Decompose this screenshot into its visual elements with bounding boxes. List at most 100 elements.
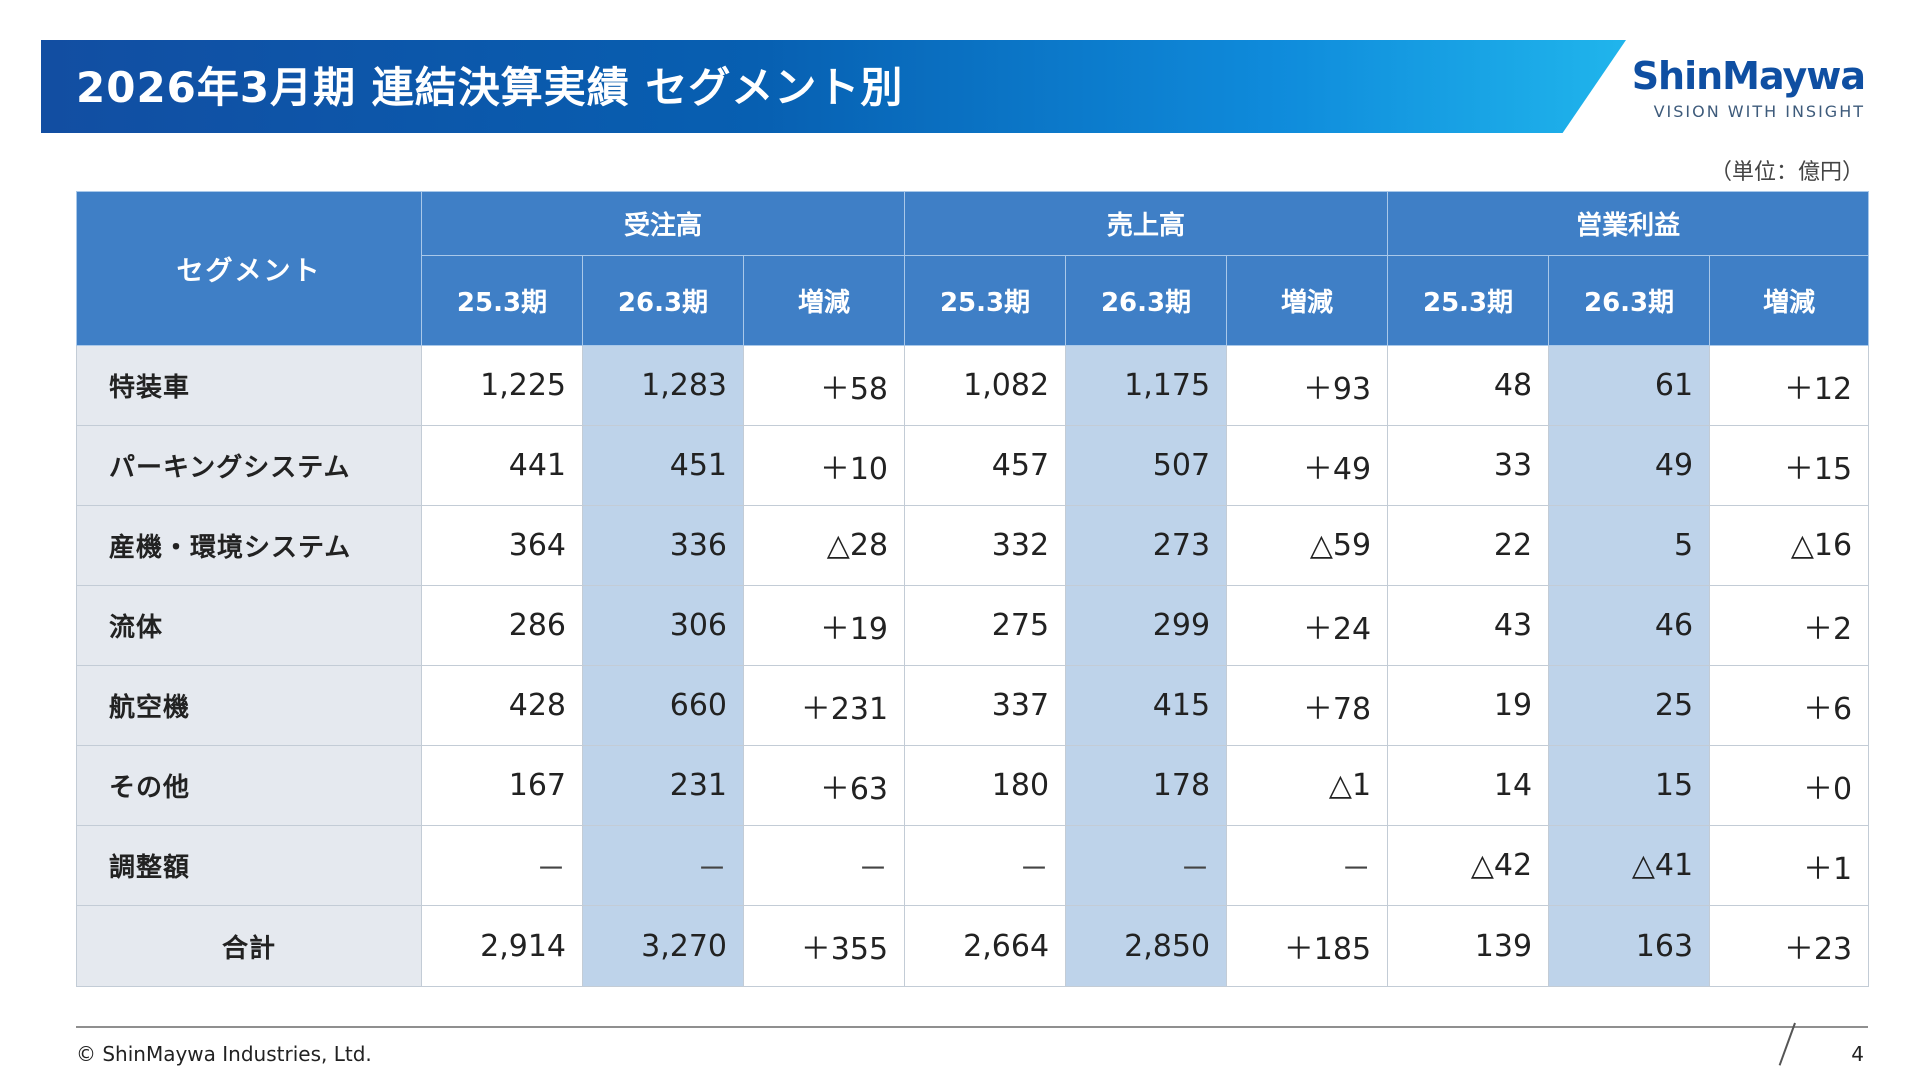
orders-prior-value: 286 [421, 585, 583, 666]
orders-current-value: － [582, 825, 744, 906]
orders-change-value: － [742, 825, 906, 906]
table-row: 調整額 － － － － － － △42 △41 ＋1 [76, 825, 1870, 906]
sales-prior-value: 180 [904, 745, 1067, 826]
orders-change-value: ＋19 [742, 585, 906, 666]
profit-current-value: 46 [1548, 585, 1711, 666]
table-row: 流体 286 306 ＋19 275 299 ＋24 43 46 ＋2 [76, 585, 1870, 666]
profit-change-value: ＋0 [1709, 745, 1870, 826]
profit-change-header: 増減 [1709, 255, 1870, 346]
orders-current-value: 1,283 [582, 345, 744, 426]
sales-prior-value: 1,082 [904, 345, 1067, 426]
sales-prior-value: 457 [904, 425, 1067, 506]
sales-prior-value: － [904, 825, 1067, 906]
sales-prior-value: 332 [904, 505, 1067, 586]
profit-change-value: ＋2 [1709, 585, 1870, 666]
orders-current-value: 336 [582, 505, 744, 586]
orders-current-value: 306 [582, 585, 744, 666]
orders-change-value: ＋63 [742, 745, 906, 826]
sales-prior-value: 2,664 [904, 905, 1067, 987]
sales-change-header: 増減 [1226, 255, 1389, 346]
segment-label: パーキングシステム [76, 425, 422, 506]
table-group-header-row: セグメント 受注高 売上高 営業利益 [76, 191, 1870, 346]
sales-change-value: ＋49 [1226, 425, 1389, 506]
copyright-text: © ShinMaywa Industries, Ltd. [76, 1042, 372, 1066]
sales-current-value: 299 [1065, 585, 1228, 666]
sales-change-value: － [1226, 825, 1389, 906]
sales-current-value: 273 [1065, 505, 1228, 586]
profit-prior-value: 48 [1387, 345, 1550, 426]
segment-label: 調整額 [76, 825, 422, 906]
sales-prior-value: 337 [904, 665, 1067, 746]
sales-prior-period-header: 25.3期 [904, 255, 1067, 346]
sales-current-value: 1,175 [1065, 345, 1228, 426]
segment-label: 産機・環境システム [76, 505, 422, 586]
page-title: 2026年3月期 連結決算実績 セグメント別 [76, 63, 904, 112]
orders-change-value: ＋355 [742, 905, 906, 987]
orders-current-period-header: 26.3期 [582, 255, 744, 346]
table-row: その他 167 231 ＋63 180 178 △1 14 15 ＋0 [76, 745, 1870, 826]
profit-current-value: 49 [1548, 425, 1711, 506]
orders-current-value: 451 [582, 425, 744, 506]
sales-change-value: ＋24 [1226, 585, 1389, 666]
page-number: 4 [1851, 1042, 1864, 1066]
profit-prior-value: 22 [1387, 505, 1550, 586]
profit-current-value: 61 [1548, 345, 1711, 426]
orders-prior-value: 1,225 [421, 345, 583, 426]
sales-change-value: △59 [1226, 505, 1389, 586]
segment-results-table: セグメント 受注高 売上高 営業利益 25.3期 26.3期 増減 25.3期 … [76, 191, 1870, 987]
profit-current-period-header: 26.3期 [1548, 255, 1711, 346]
table-body: 特装車 1,225 1,283 ＋58 1,082 1,175 ＋93 48 6… [76, 345, 1870, 987]
footer-divider [76, 1026, 1868, 1028]
footer-slash-mark [1778, 1022, 1796, 1066]
segment-label: 流体 [76, 585, 422, 666]
title-banner [41, 40, 1626, 133]
total-label: 合計 [76, 905, 422, 987]
segment-table-container: セグメント 受注高 売上高 営業利益 25.3期 26.3期 増減 25.3期 … [76, 191, 1870, 987]
orders-prior-value: 2,914 [421, 905, 583, 987]
orders-prior-value: 364 [421, 505, 583, 586]
sales-current-value: － [1065, 825, 1228, 906]
orders-change-value: ＋58 [742, 345, 906, 426]
profit-current-value: 5 [1548, 505, 1711, 586]
profit-prior-value: 43 [1387, 585, 1550, 666]
orders-prior-value: 167 [421, 745, 583, 826]
orders-current-value: 3,270 [582, 905, 744, 987]
profit-current-value: 15 [1548, 745, 1711, 826]
orders-change-value: ＋10 [742, 425, 906, 506]
company-logo: ShinMaywa VISION WITH INSIGHT [1615, 54, 1866, 128]
sales-change-value: ＋93 [1226, 345, 1389, 426]
sales-current-value: 415 [1065, 665, 1228, 746]
unit-label: （単位：億円） [1709, 160, 1864, 185]
sales-change-value: ＋78 [1226, 665, 1389, 746]
profit-prior-value: △42 [1387, 825, 1550, 906]
table-row: 産機・環境システム 364 336 △28 332 273 △59 22 5 △… [76, 505, 1870, 586]
orders-prior-value: 428 [421, 665, 583, 746]
orders-current-value: 660 [582, 665, 744, 746]
sales-current-value: 178 [1065, 745, 1228, 826]
sales-change-value: △1 [1226, 745, 1389, 826]
sales-current-value: 2,850 [1065, 905, 1228, 987]
table-period-header-row: 25.3期 26.3期 増減 25.3期 26.3期 増減 25.3期 26.3… [77, 255, 1870, 346]
profit-change-value: ＋23 [1709, 905, 1870, 987]
sales-current-value: 507 [1065, 425, 1228, 506]
table-row: 特装車 1,225 1,283 ＋58 1,082 1,175 ＋93 48 6… [76, 345, 1870, 426]
sales-prior-value: 275 [904, 585, 1067, 666]
orders-current-value: 231 [582, 745, 744, 826]
sales-current-period-header: 26.3期 [1065, 255, 1228, 346]
profit-prior-value: 139 [1387, 905, 1550, 987]
profit-current-value: 163 [1548, 905, 1711, 987]
sales-change-value: ＋185 [1226, 905, 1389, 987]
orders-change-header: 増減 [742, 255, 906, 346]
profit-change-value: ＋1 [1709, 825, 1870, 906]
profit-change-value: △16 [1709, 505, 1870, 586]
sales-group-header: 売上高 [904, 191, 1389, 256]
orders-prior-period-header: 25.3期 [421, 255, 583, 346]
profit-prior-value: 14 [1387, 745, 1550, 826]
operating-profit-group-header: 営業利益 [1387, 191, 1870, 256]
profit-change-value: ＋12 [1709, 345, 1870, 426]
profit-prior-value: 19 [1387, 665, 1550, 746]
segment-column-header: セグメント [76, 191, 422, 346]
profit-prior-value: 33 [1387, 425, 1550, 506]
total-row: 合計 2,914 3,270 ＋355 2,664 2,850 ＋185 139… [76, 905, 1870, 987]
